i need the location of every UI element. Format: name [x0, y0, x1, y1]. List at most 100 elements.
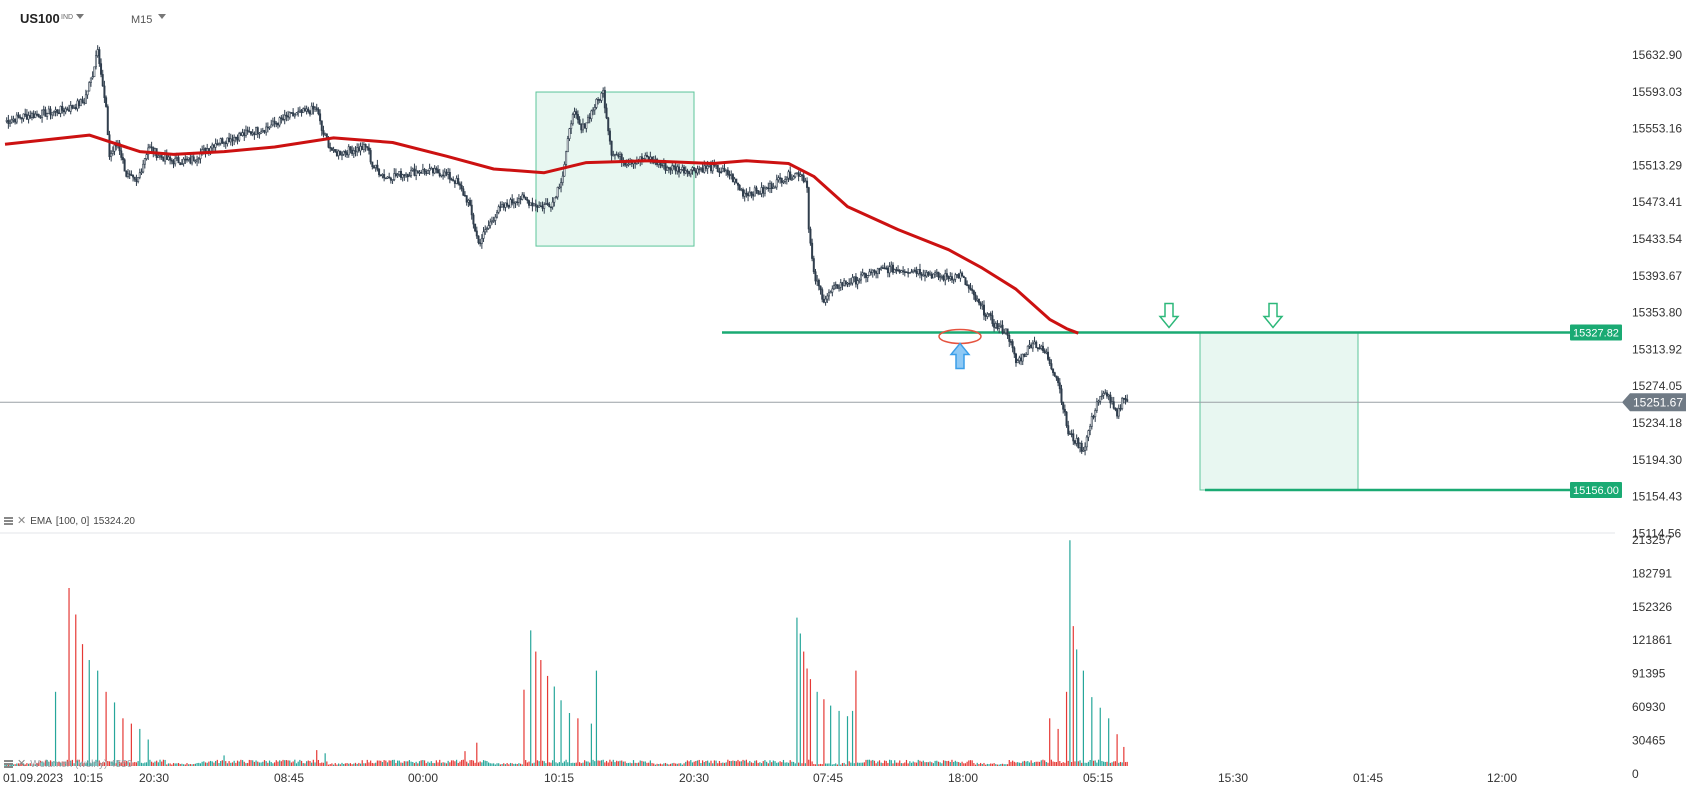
candle-body — [212, 144, 215, 148]
candle-body — [762, 187, 765, 194]
ema-name: EMA — [30, 515, 52, 527]
candle-body — [49, 108, 52, 116]
price-tick-label: 15194.30 — [1632, 453, 1682, 467]
candle-body — [464, 194, 467, 197]
candle-body — [529, 202, 532, 206]
candle-body — [317, 109, 320, 115]
candle-body — [519, 198, 522, 200]
candle-body — [364, 144, 367, 147]
candle-body — [393, 173, 396, 180]
candle-body — [282, 118, 285, 121]
candle-body — [664, 162, 667, 171]
candle-body — [996, 323, 999, 329]
candle-body — [484, 229, 487, 233]
candle-body — [300, 109, 303, 114]
candle-body — [826, 295, 829, 300]
candle-body — [528, 200, 531, 206]
candle-body — [344, 151, 347, 154]
candle-body — [736, 182, 739, 186]
candle-body — [509, 199, 512, 208]
candle-body — [450, 178, 453, 181]
candle-body — [351, 149, 354, 155]
candle-body — [792, 176, 795, 180]
candle-body — [197, 158, 200, 160]
candle-body — [935, 271, 938, 274]
candle-body — [883, 267, 886, 270]
candle-body — [710, 165, 713, 172]
candle-body — [1116, 409, 1119, 417]
candle-body — [900, 270, 903, 273]
candle-body — [854, 276, 857, 285]
candle-body — [768, 183, 771, 189]
close-icon[interactable]: ✕ — [17, 515, 27, 527]
candle-body — [554, 196, 557, 199]
candle-body — [708, 165, 711, 167]
time-tick-label: 07:45 — [813, 771, 843, 785]
candle-body — [465, 195, 468, 203]
candle-body — [426, 170, 429, 175]
candle-body — [907, 272, 910, 274]
candle-body — [706, 165, 709, 169]
time-tick-label: 10:15 — [73, 771, 103, 785]
candle-body — [266, 126, 269, 129]
candle-body — [332, 149, 335, 151]
candle-body — [841, 282, 844, 286]
candle-body — [849, 282, 852, 285]
candle-body — [763, 187, 766, 194]
candle-body — [125, 170, 128, 177]
candle-body — [517, 198, 520, 203]
timeframe-label[interactable]: M15 — [131, 14, 153, 26]
candle-body — [74, 107, 77, 110]
zones-layer — [535, 91, 1359, 491]
candle-body — [939, 276, 942, 279]
candle-body — [447, 172, 450, 175]
candle-body — [22, 113, 25, 119]
candle-body — [347, 146, 350, 156]
candle-body — [779, 177, 782, 179]
candle-body — [62, 110, 65, 113]
close-icon[interactable]: ✕ — [17, 758, 27, 770]
candle-body — [179, 162, 182, 166]
timeframe-dropdown-icon[interactable] — [158, 14, 166, 19]
candle-body — [46, 113, 49, 117]
candle-body — [777, 177, 780, 181]
candle-body — [315, 107, 318, 110]
candle-body — [853, 276, 856, 279]
candle-body — [949, 276, 952, 279]
candle-body — [903, 271, 906, 273]
candle-body — [83, 101, 86, 104]
candle-body — [871, 269, 874, 273]
candle-body — [704, 165, 707, 169]
symbol-dropdown-icon[interactable] — [76, 14, 84, 19]
candle-body — [662, 162, 665, 167]
candle-body — [733, 178, 736, 183]
candle-body — [256, 127, 259, 134]
candle-body — [373, 166, 376, 168]
ema-layer — [4, 133, 1079, 335]
candle-body — [389, 177, 392, 181]
candle-body — [967, 284, 970, 289]
candle-body — [357, 147, 360, 152]
candle-body — [1021, 353, 1024, 362]
candle-body — [1124, 398, 1127, 400]
candle-body — [1065, 411, 1068, 426]
candle-body — [490, 220, 493, 223]
candle-body — [384, 177, 387, 180]
candle-body — [435, 168, 438, 171]
symbol-label[interactable]: US100 — [20, 11, 60, 26]
candle-body — [1121, 397, 1124, 409]
candle-body — [192, 156, 195, 162]
menu-icon[interactable] — [4, 517, 13, 525]
candle-body — [627, 163, 630, 166]
menu-icon[interactable] — [4, 760, 13, 768]
candle-body — [929, 273, 932, 276]
volume-tick-label: 182791 — [1632, 566, 1672, 580]
candle-body — [17, 114, 20, 118]
candle-body — [103, 85, 106, 98]
candle-body — [940, 275, 943, 278]
candle-body — [330, 147, 333, 151]
candle-body — [716, 164, 719, 172]
candle-body — [88, 82, 91, 92]
candle-body — [1089, 426, 1092, 431]
